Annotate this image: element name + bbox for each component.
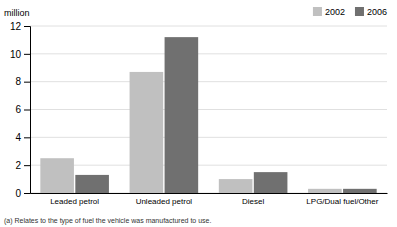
legend-item: 2006 <box>355 7 387 17</box>
bars <box>40 37 376 193</box>
bar <box>219 179 253 193</box>
y-tick-label: 4 <box>15 132 21 143</box>
bar <box>130 72 164 193</box>
y-tick: 2 <box>15 160 30 171</box>
bar <box>308 189 342 193</box>
y-tick-mark <box>24 165 30 166</box>
y-tick-label: 6 <box>15 104 21 115</box>
y-tick-mark <box>24 110 30 111</box>
bar <box>75 175 109 193</box>
y-tick-mark <box>24 193 30 194</box>
x-axis: Leaded petrol Unleaded petrol Diesel LPG/Du… <box>31 194 388 206</box>
chart-svg: 0 2 4 6 8 10 12 Leaded petrol Unleaded petrol Die… <box>0 0 397 227</box>
y-tick: 10 <box>10 49 30 60</box>
y-axis: 0 2 4 6 8 10 12 <box>10 21 31 199</box>
legend-swatch <box>313 7 322 16</box>
grid-line <box>30 53 387 54</box>
x-tick-label: Diesel <box>242 197 264 206</box>
legend: 2002 2006 <box>313 7 387 17</box>
grid-line <box>30 165 387 166</box>
x-tick: LPG/Dual fuel/Other <box>306 197 378 206</box>
grid-line <box>30 109 387 110</box>
y-axis-label: million <box>4 8 30 18</box>
legend-label: 2002 <box>325 7 345 17</box>
y-tick: 6 <box>15 104 30 115</box>
y-tick-label: 2 <box>15 160 21 171</box>
y-axis-line <box>24 27 31 194</box>
bar <box>165 37 199 193</box>
bar <box>40 158 74 193</box>
chart-container: 0 2 4 6 8 10 12 Leaded petrol Unleaded petrol Die… <box>0 0 397 227</box>
footnote: (a) Relates to the type of fuel the vehi… <box>4 217 211 225</box>
legend-label: 2006 <box>367 7 387 17</box>
bar <box>254 172 288 193</box>
grid-line <box>30 26 387 27</box>
y-tick-label: 10 <box>10 49 22 60</box>
grid-line <box>30 81 387 82</box>
grid <box>30 26 387 193</box>
x-tick-label: LPG/Dual fuel/Other <box>306 197 378 206</box>
x-tick-label: Leaded petrol <box>50 197 99 206</box>
plot-area: 0 2 4 6 8 10 12 Leaded petrol Unleaded petrol Die… <box>10 21 388 206</box>
y-tick: 8 <box>15 76 30 87</box>
legend-item: 2002 <box>313 7 345 17</box>
y-tick-mark <box>24 26 30 27</box>
y-tick-label: 12 <box>10 21 22 32</box>
bar <box>343 189 377 193</box>
x-axis-line <box>31 193 388 194</box>
x-tick: Leaded petrol <box>50 197 99 206</box>
y-tick-mark <box>24 82 30 83</box>
y-tick: 0 <box>15 188 30 199</box>
y-tick-label: 8 <box>15 76 21 87</box>
legend-swatch <box>355 7 364 16</box>
x-tick: Unleaded petrol <box>136 197 193 206</box>
y-tick: 4 <box>15 132 30 143</box>
y-tick: 12 <box>10 21 30 32</box>
bar-series <box>75 37 376 193</box>
x-tick-label: Unleaded petrol <box>136 197 193 206</box>
grid-line <box>30 137 387 138</box>
x-tick: Diesel <box>242 197 264 206</box>
y-tick-label: 0 <box>15 188 21 199</box>
y-tick-mark <box>24 54 30 55</box>
y-tick-mark <box>24 137 30 138</box>
